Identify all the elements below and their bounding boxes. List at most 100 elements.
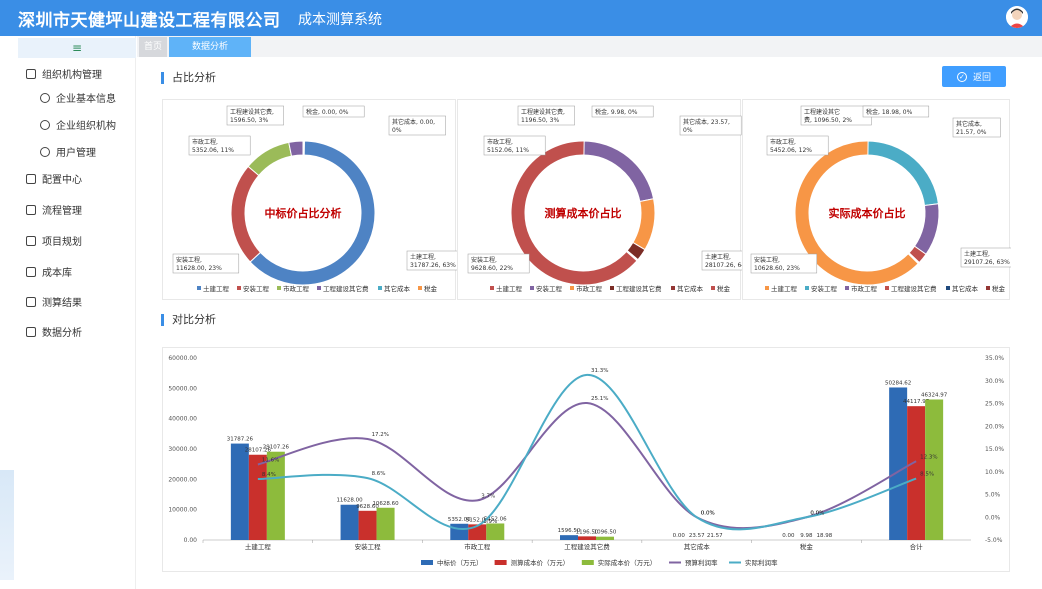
sidebar-item-label: 数据分析 — [42, 328, 82, 339]
donut-label-box — [388, 115, 446, 136]
compare-chart: 0.00 10000.00 20000.00 30000.00 40000.00 5000… — [168, 355, 1004, 567]
donut-slice — [510, 140, 638, 286]
donut-label: 1596.50, 3% — [230, 117, 268, 124]
donut-label: 5452.06, 12% — [770, 147, 812, 154]
legend-label: 工程建设其它费 — [616, 284, 662, 293]
x-tick-label: 税金 — [800, 542, 814, 551]
sidebar-item-users[interactable]: 用户管理 — [40, 144, 96, 159]
y-tick-label: 10000.00 — [168, 507, 197, 514]
grid-icon — [26, 68, 36, 79]
line-value-label: -1.9% — [481, 519, 497, 525]
bar — [266, 451, 285, 540]
bar-value-label: 0.00 — [782, 533, 795, 539]
donut-slice — [230, 165, 262, 263]
line-series — [257, 373, 917, 531]
bar-value-label: 44117.97 — [903, 399, 930, 405]
sidebar: ≡ 组织机构管理 企业基本信息 企业组织机构 用户管理 配置中心 流程管理 项目… — [0, 36, 136, 589]
y2-tick-label: 30.0% — [985, 378, 1004, 385]
donut-label: 税金, 0.00, 0% — [306, 108, 349, 116]
tab-home[interactable]: 首页 — [139, 37, 167, 57]
bar-value-label: 10628.60 — [372, 501, 399, 507]
donut-panel-1: 中标价占比分析 土建工程, 31787.26, 63% 安装工程, 11628.00, … — [162, 99, 474, 300]
y2-tick-label: -5.0% — [985, 537, 1003, 544]
y-tick-label: 30000.00 — [168, 446, 197, 453]
donut-label: 其它成本, 0.00, — [392, 118, 435, 126]
bar — [450, 523, 469, 540]
donut-label-box — [862, 105, 930, 118]
x-tick-label: 合计 — [910, 542, 924, 551]
bar-value-label: 9628.60 — [356, 504, 379, 510]
legend-swatch — [570, 286, 574, 290]
avatar[interactable] — [1006, 6, 1028, 28]
line-value-label: 8.5% — [920, 472, 934, 478]
sidebar-item-company-info[interactable]: 企业基本信息 — [40, 90, 116, 105]
legend-swatch — [317, 286, 321, 290]
sidebar-item-label: 流程管理 — [42, 206, 82, 217]
donut-label: 税金, 18.98, 0% — [866, 108, 913, 116]
back-button[interactable]: ✓ 返回 — [942, 66, 1006, 87]
bar-value-label: 23.57 — [689, 533, 705, 539]
legend-swatch — [581, 560, 594, 565]
bar-value-label: 1596.50 — [558, 528, 581, 534]
sidebar-item-results[interactable]: 测算结果 — [26, 294, 82, 309]
donut-label: 31787.26, 63% — [410, 262, 456, 269]
org-icon — [40, 119, 50, 130]
x-tick-label: 其它成本 — [684, 542, 711, 551]
donut-slice — [913, 203, 940, 255]
donut-label-box — [750, 253, 818, 274]
donut-label-box — [766, 135, 829, 156]
legend-label: 测算成本价（万元） — [511, 558, 569, 567]
donut-label: 市政工程, — [770, 138, 796, 146]
menu-toggle-icon[interactable]: ≡ — [18, 38, 136, 58]
bar-value-label: 5152.06 — [466, 517, 489, 523]
tab-data-analysis[interactable]: 数据分析 — [169, 37, 251, 57]
line-value-label: 0.0% — [701, 510, 715, 516]
legend-label: 实际成本价（万元） — [598, 558, 657, 567]
donut-slice — [288, 140, 304, 157]
sidebar-item-analysis[interactable]: 数据分析 — [26, 324, 82, 339]
legend-label: 其它成本 — [677, 284, 704, 293]
y-tick-label: 40000.00 — [168, 416, 197, 423]
sidebar-item-label: 项目规划 — [42, 237, 82, 248]
bar — [248, 454, 267, 540]
donut-label: 0% — [392, 127, 402, 134]
donut-label: 市政工程, — [192, 138, 218, 146]
donut-label-box — [591, 105, 654, 118]
legend-label: 安装工程 — [811, 284, 838, 293]
sidebar-item-label: 成本库 — [42, 268, 72, 279]
legend-swatch — [986, 286, 990, 290]
sidebar-item-config[interactable]: 配置中心 — [26, 171, 82, 186]
legend-label: 安装工程 — [536, 284, 563, 293]
donut-label: 29107.26, 63% — [964, 259, 1010, 266]
sidebar-item-label: 企业组织机构 — [56, 121, 116, 132]
donut-label: 1196.50, 3% — [521, 117, 559, 124]
sidebar-item-cost-lib[interactable]: 成本库 — [26, 264, 72, 279]
bar — [889, 387, 908, 540]
donut-label-box — [467, 253, 530, 274]
bar — [358, 510, 377, 540]
sidebar-item-org[interactable]: 组织机构管理 — [26, 66, 102, 81]
line-value-label: 0.0% — [810, 510, 824, 516]
result-icon — [26, 296, 36, 307]
company-name: 深圳市天健坪山建设工程有限公司 — [18, 11, 281, 31]
line-value-label: 12.3% — [920, 454, 937, 460]
donut-label: 土建工程, — [705, 253, 731, 261]
sidebar-item-flow[interactable]: 流程管理 — [26, 202, 82, 217]
legend-swatch — [845, 286, 849, 290]
tab-bar: 首页 数据分析 — [137, 36, 1042, 57]
app-header: 深圳市天健坪山建设工程有限公司 成本测算系统 — [0, 0, 1042, 36]
legend-label: 税金 — [992, 284, 1006, 293]
tree-icon — [26, 266, 36, 277]
y2-tick-label: 35.0% — [985, 355, 1004, 362]
donut-slice — [866, 140, 939, 207]
donut-label-box — [952, 117, 1001, 138]
line-value-label: 31.3% — [591, 368, 608, 374]
legend-swatch — [805, 286, 809, 290]
section-title-compare: 对比分析 — [161, 314, 216, 326]
sidebar-item-plan[interactable]: 项目规划 — [26, 233, 82, 248]
bar-value-label: 11628.00 — [336, 498, 363, 504]
back-button-label: 返回 — [972, 73, 991, 83]
sidebar-item-company-org[interactable]: 企业组织机构 — [40, 117, 116, 132]
y2-tick-label: 20.0% — [985, 423, 1004, 430]
